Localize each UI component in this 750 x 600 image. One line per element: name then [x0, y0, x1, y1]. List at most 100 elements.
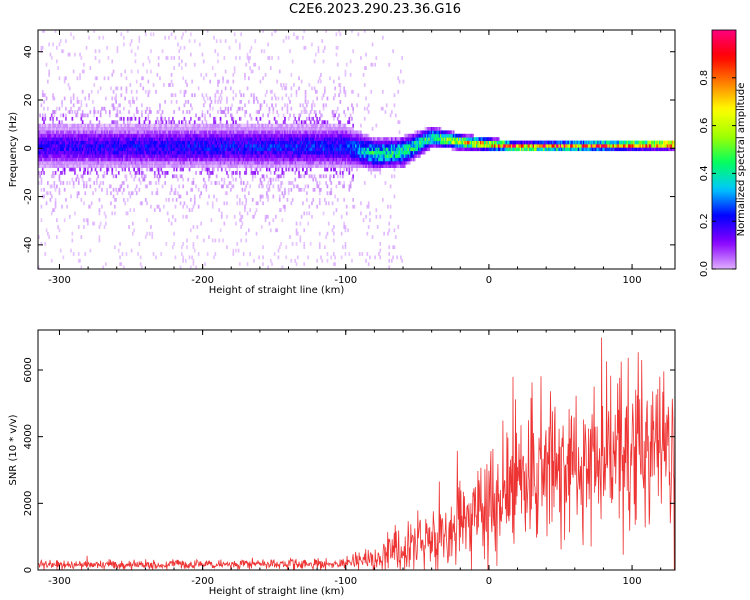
spectrogram-cell [213, 127, 215, 131]
spectrogram-cell [80, 100, 83, 104]
spectrogram-cell [40, 154, 43, 158]
spectrogram-cell [233, 143, 236, 148]
spectrogram-cell [367, 204, 370, 209]
spectrogram-cell [239, 100, 241, 104]
spectrogram-cell [241, 106, 244, 111]
spectrogram-cell [219, 93, 222, 98]
spectrogram-cell [312, 177, 315, 182]
chart-title: C2E6.2023.290.23.36.G16 [288, 2, 462, 17]
spectrogram-cell [74, 123, 76, 128]
spectrogram-cell [144, 235, 147, 239]
spectrogram-cell [217, 110, 219, 114]
spectrogram-cell [168, 150, 170, 155]
spectrogram-cell [264, 123, 267, 128]
spectrogram-cell [50, 56, 53, 60]
spectrogram-cell [87, 123, 89, 128]
spectrogram-cell [200, 133, 202, 138]
spectrogram-cell [271, 127, 273, 131]
spectrogram-cell [302, 103, 304, 108]
spectrogram-cell [304, 140, 307, 145]
spectrogram-cell [160, 130, 163, 135]
spectrogram-cell [153, 123, 156, 128]
spectrogram-cell [41, 157, 44, 162]
spectrogram-cell [62, 133, 65, 138]
spectrogram-cell [294, 116, 297, 121]
spectrogram-cell [309, 137, 312, 141]
spectrogram-cell [335, 137, 338, 141]
spectrogram-cell [316, 157, 318, 162]
spectrogram-cell [259, 160, 262, 165]
spectrogram-cell [191, 208, 193, 212]
spectrogram-cell [226, 154, 228, 158]
spectrogram-cell [115, 187, 117, 192]
spectrogram-cell [156, 187, 159, 192]
spectrogram-cell [89, 150, 92, 155]
spectrogram-cell [206, 171, 209, 175]
spectrogram-cell [146, 69, 148, 74]
spectrogram-cell [70, 106, 72, 111]
spectrogram-cell [370, 137, 373, 141]
spectrogram-cell [175, 127, 178, 131]
spectrogram-cell [360, 160, 362, 165]
spectrogram-cell [133, 140, 135, 145]
spectrogram-cell [268, 167, 271, 172]
spectrogram-cell [246, 56, 249, 60]
spectrogram-cell [281, 191, 284, 196]
spectrogram-cell [263, 147, 266, 152]
spectrogram-cell [278, 154, 281, 158]
spectrogram-cell [39, 123, 41, 128]
spectrogram-cell [202, 76, 205, 81]
spectrogram-cell [240, 130, 242, 135]
spectrogram-cell [44, 252, 47, 256]
spectrogram-cell [352, 147, 354, 152]
spectrogram-cell [329, 127, 331, 131]
spectrogram-cell [143, 157, 146, 162]
spectrogram-cell [242, 252, 245, 256]
spectrogram-cell [237, 147, 240, 152]
spectrogram-cell [87, 147, 89, 152]
spectrogram-cell [135, 79, 138, 84]
spectrogram-cell [325, 181, 327, 185]
spectrogram-cell [184, 123, 187, 128]
spectrogram-cell [202, 177, 205, 182]
spectrogram-cell [93, 157, 96, 162]
spectrogram-cell [240, 181, 242, 185]
spectrogram-cell [50, 194, 53, 199]
spectrogram-cell [278, 127, 281, 131]
spectrogram-cell [228, 130, 231, 135]
spectrogram-cell [56, 45, 58, 50]
spectrogram-cell [106, 150, 108, 155]
spectrogram-cell [249, 154, 251, 158]
spectrogram-cell [299, 174, 302, 179]
spectrogram-cell [223, 157, 226, 162]
spectrogram-cell [239, 143, 241, 148]
spectrogram-cell [226, 171, 228, 175]
spectrogram-cell [116, 133, 119, 138]
spectrogram-cell [141, 154, 143, 158]
spectrogram-cell [293, 113, 295, 118]
spectrogram-cell [345, 147, 348, 152]
spectrogram-cell [257, 127, 259, 131]
spectrogram-cell [133, 177, 135, 182]
spectrogram-cell [317, 127, 320, 131]
spectrogram-cell [324, 198, 326, 202]
spectrogram-cell [59, 127, 62, 131]
spectrogram-cell [369, 147, 371, 152]
spectrogram-cell [267, 160, 269, 165]
spectrogram-cell [289, 130, 291, 135]
spectrogram-cell [98, 120, 101, 125]
spectrogram-cell [222, 110, 224, 114]
spectrogram-cell [79, 160, 81, 165]
spectrogram-cell [241, 157, 244, 162]
spectrogram-cell [249, 147, 251, 152]
spectrogram-cell [331, 143, 334, 148]
spectrogram-cell [318, 133, 321, 138]
spectrogram-cell [75, 130, 78, 135]
spectrogram-cell [90, 167, 93, 172]
spectrogram-cell [88, 164, 90, 168]
spectrogram-cell [153, 143, 156, 148]
spectrogram-cell [211, 164, 214, 168]
spectrogram-cell [187, 147, 190, 152]
spectrogram-cell [186, 147, 188, 152]
spectrogram-cell [105, 154, 107, 158]
